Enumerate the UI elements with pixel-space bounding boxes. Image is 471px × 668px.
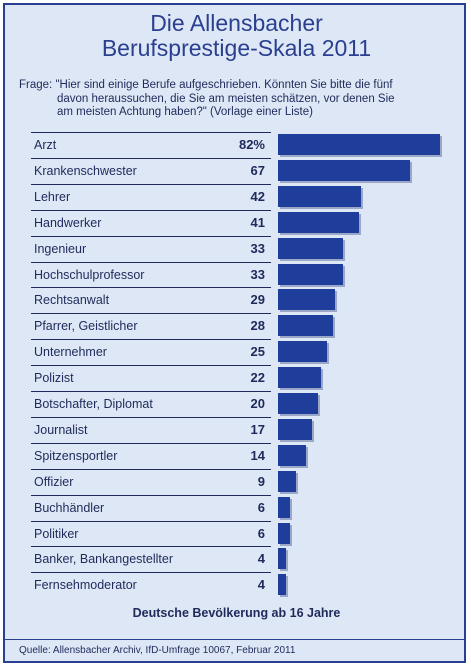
bar: [278, 134, 440, 155]
bar: [278, 237, 344, 259]
category-label: Spitzensportler: [34, 448, 118, 463]
bar: [278, 393, 318, 414]
category-label: Polizist: [34, 371, 74, 386]
bar: [278, 289, 336, 311]
bar: [278, 315, 334, 337]
value-label: 25: [250, 344, 265, 360]
source-note: Quelle: Allensbacher Archiv, IfD-Umfrage…: [19, 645, 296, 656]
value-label: 42: [250, 188, 265, 204]
category-label: Pfarrer, Geistlicher: [34, 319, 138, 334]
bar: [278, 185, 361, 207]
category-label: Arzt: [34, 138, 57, 152]
value-label: 28: [250, 318, 265, 334]
question-text-line-3: am meisten Achtung haben?" (Vorlage eine…: [57, 106, 313, 118]
bar: [278, 159, 411, 181]
row-divider: [31, 442, 271, 444]
category-label: Banker, Bankangestellter: [34, 552, 173, 567]
category-label: Krankenschwester: [34, 163, 137, 178]
value-label: 6: [257, 499, 265, 515]
bar: [278, 548, 286, 570]
row-divider: [31, 235, 271, 237]
category-label: Offizier: [34, 474, 74, 489]
row-divider: [31, 313, 271, 315]
row-divider: [31, 546, 271, 548]
category-label: Lehrer: [34, 189, 71, 204]
category-label: Handwerker: [34, 215, 102, 230]
category-label: Unternehmer: [34, 345, 107, 360]
value-label: 14: [250, 447, 265, 463]
row-divider: [31, 365, 271, 367]
bar: [278, 496, 290, 518]
row-divider: [31, 183, 271, 185]
population-note: Deutsche Bevölkerung ab 16 Jahre: [132, 606, 341, 620]
title-line-2: Berufsprestige-Skala 2011: [101, 35, 372, 61]
row-divider: [31, 520, 271, 522]
bar: [278, 444, 306, 466]
value-label: 33: [250, 240, 265, 256]
row-divider: [31, 494, 271, 496]
row-divider: [31, 157, 271, 159]
title-line-1: Die Allensbacher: [150, 10, 323, 36]
value-label: 4: [257, 551, 265, 567]
row-divider: [31, 468, 271, 470]
bar: [278, 263, 344, 285]
bar: [278, 341, 328, 363]
survey-question: Frage: "Hier sind einige Berufe aufgesch…: [19, 79, 459, 120]
category-label: Rechtsanwalt: [34, 293, 110, 308]
bar: [278, 522, 290, 544]
category-label: Journalist: [34, 422, 88, 437]
value-label: 22: [250, 370, 265, 386]
bar: [278, 470, 296, 492]
row-divider: [31, 209, 271, 211]
value-label: 82%: [238, 137, 265, 152]
row-divider: [31, 132, 271, 133]
question-text-line-2: davon heraussuchen, die Sie am meisten s…: [57, 92, 395, 105]
value-label: 20: [250, 396, 265, 411]
bar: [278, 211, 359, 233]
category-label: Hochschulprofessor: [34, 267, 145, 282]
value-label: 9: [257, 473, 265, 489]
chart-frame: Die Allensbacher Berufsprestige-Skala 20…: [3, 3, 466, 663]
value-label: 41: [250, 214, 265, 230]
row-divider: [31, 287, 271, 289]
value-label: 17: [250, 421, 265, 437]
row-divider: [31, 391, 271, 392]
bar: [278, 418, 312, 440]
row-divider: [31, 416, 271, 418]
category-label: Ingenieur: [34, 241, 87, 256]
row-divider: [31, 339, 271, 341]
value-label: 4: [257, 577, 265, 593]
category-label: Botschafter, Diplomat: [34, 397, 153, 411]
category-label: Fernsehmoderator: [34, 578, 137, 593]
value-label: 6: [257, 525, 265, 541]
category-label: Buchhändler: [34, 500, 105, 515]
source-divider: [5, 639, 464, 640]
row-divider: [31, 261, 271, 263]
chart-title: Die Allensbacher Berufsprestige-Skala 20…: [5, 11, 468, 61]
question-text-line-1: "Hier sind einige Berufe aufgeschrieben.…: [55, 79, 393, 91]
bar: [278, 574, 286, 596]
category-label: Politiker: [34, 526, 79, 541]
question-label: Frage:: [19, 79, 53, 91]
value-label: 67: [250, 162, 265, 178]
value-label: 33: [250, 266, 265, 282]
row-divider: [31, 572, 271, 574]
bar: [278, 367, 322, 389]
value-label: 29: [250, 292, 265, 308]
